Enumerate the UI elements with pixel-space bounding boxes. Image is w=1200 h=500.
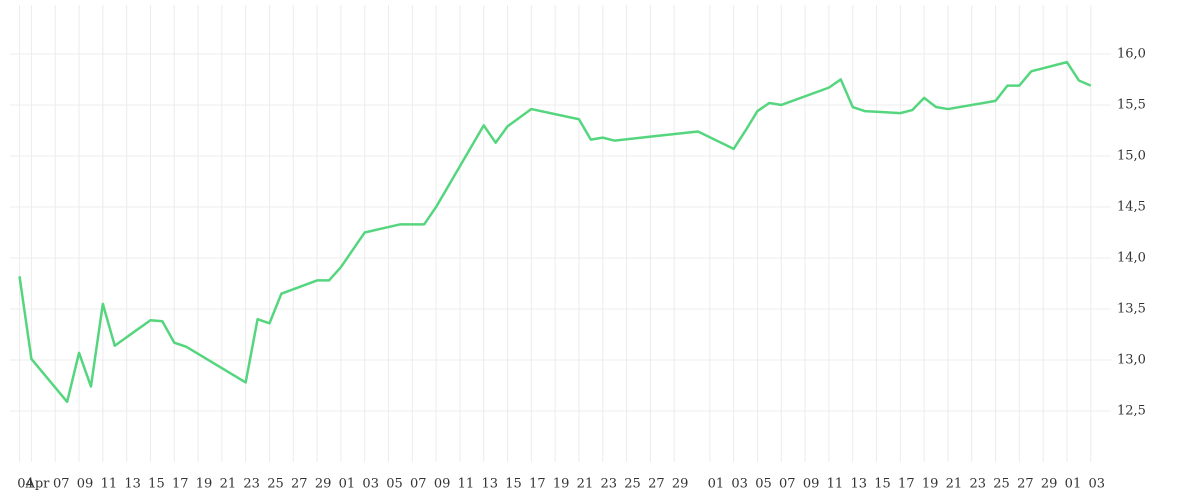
y-tick-label: 16,0 xyxy=(1117,46,1146,61)
x-tick-label: 09 xyxy=(434,477,451,492)
x-tick-label: Apr xyxy=(24,477,50,492)
x-tick-label: 09 xyxy=(803,477,820,492)
x-tick-label: 19 xyxy=(922,477,939,492)
x-tick-label: 07 xyxy=(779,477,796,492)
x-tick-label: 15 xyxy=(505,477,522,492)
x-tick-label: 13 xyxy=(850,477,867,492)
y-tick-label: 15,0 xyxy=(1117,148,1146,163)
x-tick-label: 27 xyxy=(291,477,308,492)
x-tick-label: 05 xyxy=(755,477,772,492)
x-tick-label: 29 xyxy=(315,477,332,492)
x-tick-label: 03 xyxy=(731,477,748,492)
y-tick-label: 12,5 xyxy=(1117,403,1146,418)
x-tick-label: 09 xyxy=(77,477,94,492)
x-tick-label: 11 xyxy=(827,477,844,492)
x-tick-label: 01 xyxy=(1065,477,1082,492)
x-tick-label: 29 xyxy=(672,477,689,492)
x-tick-label: 23 xyxy=(600,477,617,492)
x-tick-label: 03 xyxy=(362,477,379,492)
y-tick-label: 14,0 xyxy=(1117,250,1146,265)
x-tick-label: 23 xyxy=(243,477,260,492)
x-tick-label: 17 xyxy=(529,477,546,492)
x-tick-label: 19 xyxy=(196,477,213,492)
x-tick-label: 11 xyxy=(101,477,118,492)
x-tick-label: 07 xyxy=(53,477,70,492)
data-line xyxy=(18,60,1092,404)
y-tick-label: 13,0 xyxy=(1117,352,1146,367)
x-tick-label: 25 xyxy=(993,477,1010,492)
x-tick-label: 15 xyxy=(148,477,165,492)
x-tick-label: 13 xyxy=(124,477,141,492)
x-tick-label: 13 xyxy=(481,477,498,492)
x-tick-label: 05 xyxy=(386,477,403,492)
x-tick-label: 21 xyxy=(577,477,594,492)
x-tick-label: 29 xyxy=(1041,477,1058,492)
x-tick-label: 25 xyxy=(624,477,641,492)
x-tick-label: 15 xyxy=(874,477,891,492)
x-tick-label: 23 xyxy=(969,477,986,492)
x-tick-label: 11 xyxy=(458,477,475,492)
y-tick-label: 13,5 xyxy=(1117,301,1146,316)
x-tick-label: 21 xyxy=(946,477,963,492)
x-tick-label: 17 xyxy=(172,477,189,492)
x-tick-label: 19 xyxy=(553,477,570,492)
x-tick-label: 04 xyxy=(17,477,34,492)
x-tick-label: 01 xyxy=(339,477,356,492)
x-tick-label: 01 xyxy=(708,477,725,492)
y-tick-label: 14,5 xyxy=(1117,199,1146,214)
x-tick-label: 17 xyxy=(898,477,915,492)
x-tick-label: 21 xyxy=(220,477,237,492)
y-tick-label: 15,5 xyxy=(1117,97,1146,112)
x-tick-label: 25 xyxy=(267,477,284,492)
x-tick-label: 27 xyxy=(1017,477,1034,492)
x-tick-label: 27 xyxy=(648,477,665,492)
x-tick-label: 03 xyxy=(1088,477,1105,492)
x-tick-label: 07 xyxy=(410,477,427,492)
